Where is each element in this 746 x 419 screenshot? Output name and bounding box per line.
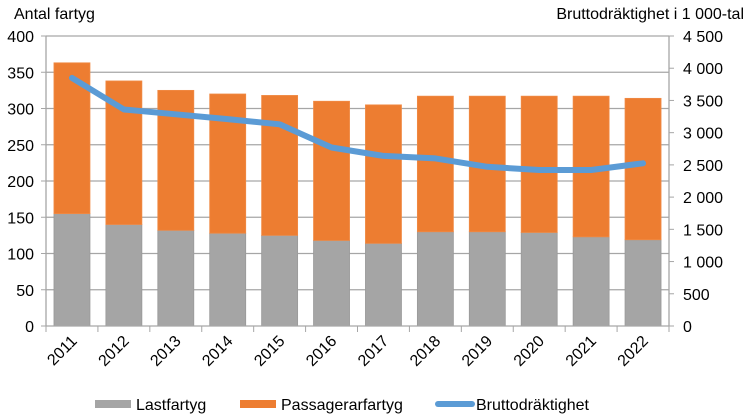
right-axis-tick-label: 4 000 [683, 61, 723, 78]
x-axis-tick-label: 2015 [251, 333, 288, 370]
right-axis-tick-label: 2 000 [683, 190, 723, 207]
bar-lastfartyg [572, 236, 610, 327]
left-axis-tick-label: 150 [7, 210, 34, 227]
bar-lastfartyg [313, 240, 350, 327]
bar-lastfartyg [209, 232, 247, 327]
left-axis-tick-label: 300 [7, 102, 34, 119]
legend-swatch-lastfartyg [95, 400, 131, 408]
bar-lastfartyg [157, 229, 195, 327]
left-axis-tick-label: 350 [7, 65, 34, 82]
x-axis-tick-label: 2022 [615, 333, 652, 370]
legend-swatch-passagerarfartyg [240, 400, 276, 408]
x-axis-tick-label: 2020 [511, 333, 548, 370]
line-series [69, 74, 646, 173]
x-axis-tick-label: 2021 [563, 333, 600, 370]
right-axis-tick-label: 0 [683, 319, 692, 336]
legend-label: Bruttodräktighet [476, 397, 590, 414]
bar-lastfartyg [520, 232, 558, 327]
bar-passagerarfartyg [209, 93, 247, 234]
bar-lastfartyg [468, 231, 506, 327]
bar-lastfartyg [365, 242, 402, 327]
x-axis-tick-label: 2019 [459, 333, 496, 370]
right-axis-tick-label: 1 000 [683, 255, 723, 272]
left-axis-tick-label: 50 [16, 283, 34, 300]
right-axis-tick-label: 3 500 [683, 93, 723, 110]
bar-passagerarfartyg [313, 100, 350, 241]
left-axis-tick-label: 250 [7, 138, 34, 155]
legend: Lastfartyg Passagerarfartyg Bruttodräktigh… [95, 397, 590, 414]
x-axis-tick-label: 2017 [355, 333, 392, 370]
right-axis-tick-label: 3 000 [683, 126, 723, 143]
right-axis-tick-label: 2 500 [683, 158, 723, 175]
right-axis-tick-label: 500 [683, 287, 710, 304]
line-bruttodräktighet [69, 74, 646, 173]
x-axis-tick-label: 2011 [44, 333, 80, 369]
bar-passagerarfartyg [261, 95, 299, 236]
bar-passagerarfartyg [520, 95, 558, 233]
bar-passagerarfartyg [365, 104, 402, 244]
legend-label: Lastfartyg [136, 397, 206, 414]
bars [53, 62, 662, 327]
x-axis-tick-label: 2012 [96, 333, 133, 370]
bar-lastfartyg [53, 213, 91, 327]
bar-passagerarfartyg [416, 95, 454, 233]
legend-label: Passagerarfartyg [281, 397, 403, 414]
bar-lastfartyg [624, 239, 662, 327]
left-axis-tick-label: 100 [7, 247, 34, 264]
left-axis-tick-label: 200 [7, 174, 34, 191]
right-axis-title: Bruttodräktighet i 1 000-tal [556, 6, 744, 23]
left-axis-title: Antal fartyg [14, 6, 95, 23]
left-axis-tick-label: 400 [7, 29, 34, 46]
right-axis-tick-label: 4 500 [683, 29, 723, 46]
x-axis-tick-label: 2016 [303, 333, 340, 370]
left-axis-tick-label: 0 [25, 319, 34, 336]
x-axis-tick-label: 2014 [199, 333, 236, 370]
x-axis-tick-label: 2013 [147, 333, 184, 370]
bar-passagerarfartyg [624, 97, 662, 241]
bar-lastfartyg [416, 231, 454, 327]
x-axis-tick-label: 2018 [407, 333, 444, 370]
right-axis-tick-label: 1 500 [683, 222, 723, 239]
bar-lastfartyg [105, 224, 143, 327]
gridlines [46, 35, 669, 291]
bar-lastfartyg [261, 234, 299, 327]
